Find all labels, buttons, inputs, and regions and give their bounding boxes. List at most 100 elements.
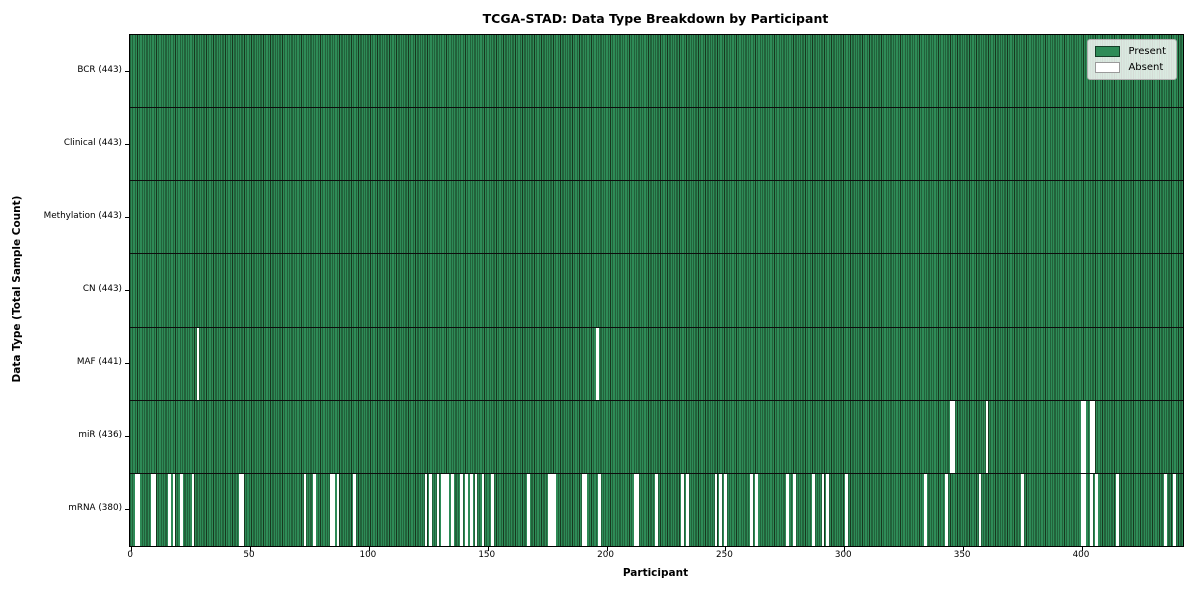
x-tick-label: 250 xyxy=(716,550,733,560)
x-tick-label: 100 xyxy=(359,550,377,560)
row-clinical xyxy=(130,108,1183,182)
absent-stripe xyxy=(151,473,155,546)
absent-stripe xyxy=(845,473,849,546)
y-tick-mark xyxy=(125,217,129,218)
absent-stripe xyxy=(681,473,685,546)
absent-stripe xyxy=(1092,400,1096,473)
absent-stripe xyxy=(429,473,433,546)
legend: Present Absent xyxy=(1087,39,1177,80)
absent-stripe xyxy=(239,473,242,546)
absent-stripe xyxy=(1080,473,1084,546)
absent-stripe xyxy=(196,327,200,400)
absent-stripe xyxy=(491,473,494,546)
x-tick-mark xyxy=(606,547,608,551)
absent-stripe xyxy=(724,473,727,546)
y-tick-mark xyxy=(125,509,129,510)
absent-stripe xyxy=(313,473,316,546)
absent-stripe xyxy=(469,473,473,546)
absent-stripe xyxy=(134,473,138,546)
x-tick-label: 400 xyxy=(1072,550,1090,560)
absent-stripe xyxy=(1163,473,1167,546)
absent-stripe xyxy=(786,473,789,546)
row-cn xyxy=(130,254,1183,328)
absent-stripe xyxy=(153,473,157,546)
absent-stripe xyxy=(581,473,585,546)
x-tick-mark xyxy=(844,547,846,551)
absent-stripe xyxy=(950,400,953,473)
absent-stripe xyxy=(460,473,464,546)
absent-stripe xyxy=(353,473,357,546)
absent-stripe xyxy=(1116,473,1120,546)
absent-stripe xyxy=(450,473,454,546)
absent-stripe xyxy=(168,473,171,546)
absent-stripe xyxy=(1090,400,1093,473)
legend-item-absent: Absent xyxy=(1095,62,1166,73)
absent-stripe xyxy=(441,473,444,546)
plot-area: Present Absent xyxy=(125,34,1184,551)
absent-stripe xyxy=(584,473,587,546)
absent-stripe xyxy=(241,473,245,546)
x-tick-label: 0 xyxy=(127,550,133,560)
x-tick-mark xyxy=(963,547,965,551)
y-axis: BCR (443) Clinical (443) Methylation (443)… xyxy=(0,34,122,545)
row-mir xyxy=(130,400,1183,474)
absent-stripe xyxy=(755,473,758,546)
x-tick-label: 300 xyxy=(834,550,852,560)
legend-absent-swatch-icon xyxy=(1095,62,1121,73)
x-tick-label: 350 xyxy=(953,550,971,560)
y-tick-mark xyxy=(125,290,129,291)
absent-stripe xyxy=(172,473,176,546)
row-methylation xyxy=(130,181,1183,255)
y-tick-mark xyxy=(125,363,129,364)
absent-stripe xyxy=(1090,473,1093,546)
absent-stripe xyxy=(636,473,639,546)
y-tick-mark xyxy=(125,436,129,437)
row-mrna xyxy=(130,473,1183,546)
y-tick-label: mRNA (380) xyxy=(68,503,122,513)
x-tick-mark xyxy=(1081,547,1083,551)
absent-stripe xyxy=(655,473,658,546)
absent-stripe xyxy=(137,473,140,546)
absent-stripe xyxy=(465,473,468,546)
absent-stripe xyxy=(633,473,637,546)
absent-stripe xyxy=(978,473,982,546)
absent-stripe xyxy=(481,473,485,546)
absent-stripe xyxy=(526,473,530,546)
x-tick-mark xyxy=(725,547,727,551)
y-tick-label: Clinical (443) xyxy=(63,138,122,148)
absent-stripe xyxy=(336,473,340,546)
legend-absent-label: Absent xyxy=(1128,62,1164,73)
absent-stripe xyxy=(750,473,753,546)
plot-rows xyxy=(130,35,1183,546)
absent-stripe xyxy=(550,473,554,546)
absent-stripe xyxy=(443,473,447,546)
absent-stripe xyxy=(553,473,556,546)
x-axis: 0 50 100 150 200 250 300 350 400 xyxy=(127,550,1182,563)
x-tick-label: 200 xyxy=(597,550,614,560)
absent-stripe xyxy=(1080,400,1084,473)
absent-stripe xyxy=(1021,473,1024,546)
absent-stripe xyxy=(436,473,440,546)
legend-item-present: Present xyxy=(1095,46,1166,57)
absent-stripe xyxy=(945,473,948,546)
absent-stripe xyxy=(1083,400,1086,473)
y-tick-label: CN (443) xyxy=(82,284,122,294)
x-axis-label: Participant xyxy=(622,567,689,579)
absent-stripe xyxy=(952,400,956,473)
absent-stripe xyxy=(1083,473,1086,546)
x-tick-mark xyxy=(131,547,133,551)
absent-stripe xyxy=(719,473,723,546)
x-tick-mark xyxy=(487,547,489,551)
absent-stripe xyxy=(923,473,927,546)
x-tick-mark xyxy=(250,547,252,551)
row-bcr xyxy=(130,35,1183,109)
absent-stripe xyxy=(303,473,307,546)
absent-stripe xyxy=(179,473,183,546)
x-tick-mark xyxy=(368,547,370,551)
absent-stripe xyxy=(598,473,601,546)
absent-stripe xyxy=(595,327,599,400)
x-tick-label: 150 xyxy=(478,550,496,560)
absent-stripe xyxy=(474,473,478,546)
y-tick-label: BCR (443) xyxy=(77,65,122,75)
